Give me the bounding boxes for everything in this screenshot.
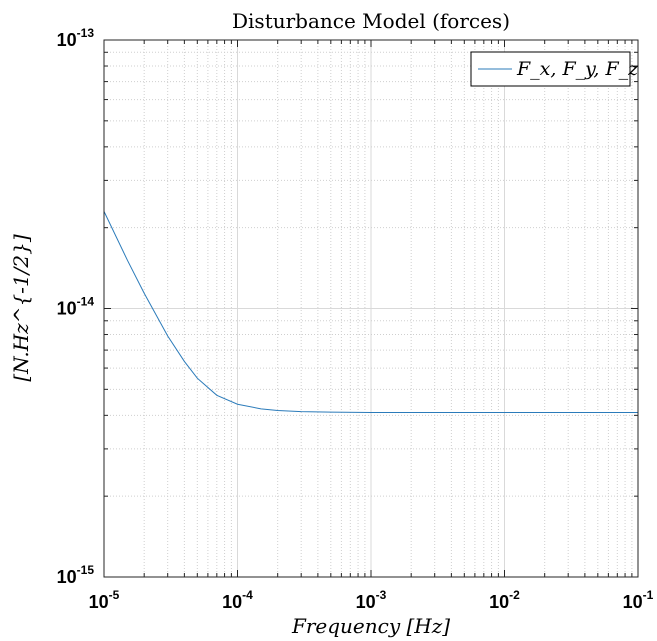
legend-label: F_x, F_y, F_z — [516, 58, 639, 80]
y-axis-label: [N.Hz^{-1/2}] — [9, 234, 33, 382]
series-layer — [103, 211, 638, 413]
x-tick-label: 10-2 — [489, 588, 520, 612]
x-tick-label: 10-1 — [623, 588, 654, 612]
legend: F_x, F_y, F_z — [470, 51, 639, 87]
tick-labels: 10-5 10-4 10-3 10-2 10-1 10-15 10-14 10-13 — [57, 26, 654, 612]
y-tick-label: 10-13 — [57, 26, 95, 50]
x-tick-label: 10-5 — [89, 588, 120, 612]
series-line — [103, 211, 638, 413]
chart-title: Disturbance Model (forces) — [232, 9, 510, 33]
x-axis-label: Frequency [Hz] — [291, 614, 450, 638]
x-tick-label: 10-4 — [222, 588, 253, 612]
y-tick-label: 10-14 — [57, 295, 95, 319]
tick-marks — [103, 39, 639, 578]
y-tick-label: 10-15 — [57, 563, 95, 587]
x-tick-label: 10-3 — [356, 588, 387, 612]
